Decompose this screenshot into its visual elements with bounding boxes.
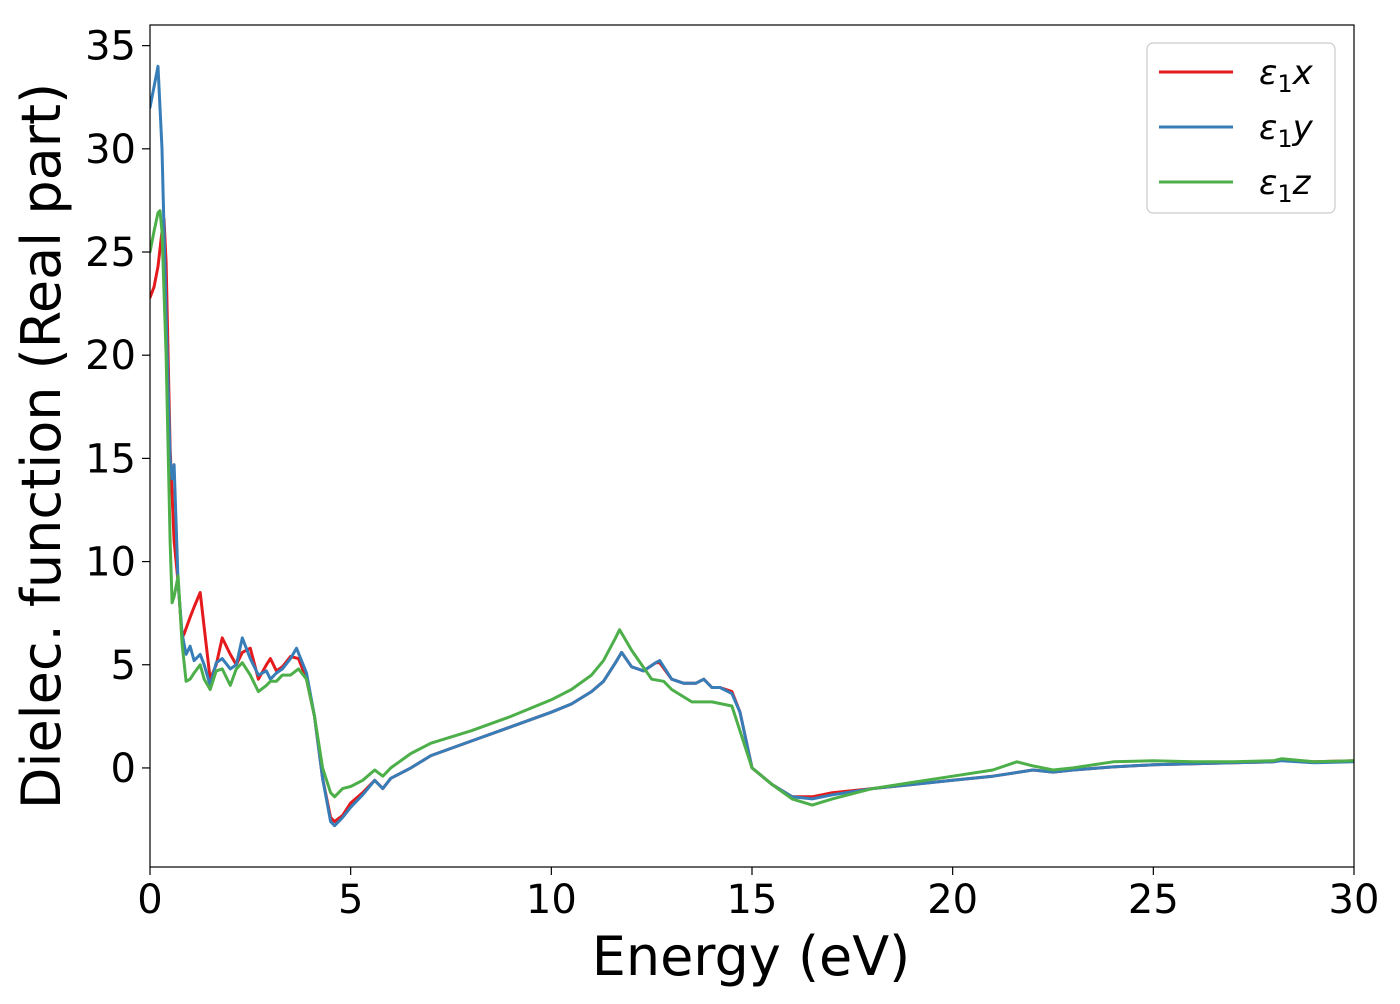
legend-subscript: 1 — [1277, 125, 1292, 153]
legend-symbol: ε — [1259, 108, 1277, 148]
legend-label-y: ε1y — [1259, 108, 1314, 153]
legend-component: y — [1292, 108, 1314, 148]
x-tick-label: 15 — [727, 877, 778, 923]
x-tick-label: 10 — [526, 877, 577, 923]
legend-subscript: 1 — [1277, 70, 1292, 98]
x-tick-label: 25 — [1128, 877, 1179, 923]
legend-label-x: ε1x — [1259, 53, 1314, 98]
x-tick-label: 30 — [1329, 877, 1380, 923]
y-tick-label: 10 — [85, 540, 136, 586]
x-tick-label: 5 — [338, 877, 363, 923]
y-tick-label: 5 — [111, 643, 136, 689]
y-tick-label: 30 — [85, 127, 136, 173]
y-tick-label: 15 — [85, 436, 136, 482]
plot-area — [150, 64, 1354, 828]
x-tick-label: 20 — [927, 877, 978, 923]
legend-symbol: ε — [1259, 163, 1277, 203]
legend-label-z: ε1z — [1259, 163, 1312, 208]
y-axis-title: Dielec. function (Real part) — [10, 83, 73, 809]
series-line-z — [150, 209, 1354, 807]
y-tick-label: 20 — [85, 333, 136, 379]
y-tick-label: 0 — [111, 746, 136, 792]
x-axis-title: Energy (eV) — [592, 925, 911, 988]
legend-frame — [1146, 42, 1336, 214]
y-tick-label: 25 — [85, 230, 136, 276]
legend-subscript: 1 — [1277, 180, 1292, 208]
legend-component: z — [1292, 163, 1312, 203]
x-tick-label: 0 — [137, 877, 162, 923]
legend-symbol: ε — [1259, 53, 1277, 93]
y-tick-label: 35 — [85, 24, 136, 70]
legend-component: x — [1292, 53, 1314, 93]
axes: 0 5 10 15 20 25 30 0 5 10 15 20 25 30 35 — [85, 24, 1379, 923]
series-line-x — [150, 217, 1354, 824]
